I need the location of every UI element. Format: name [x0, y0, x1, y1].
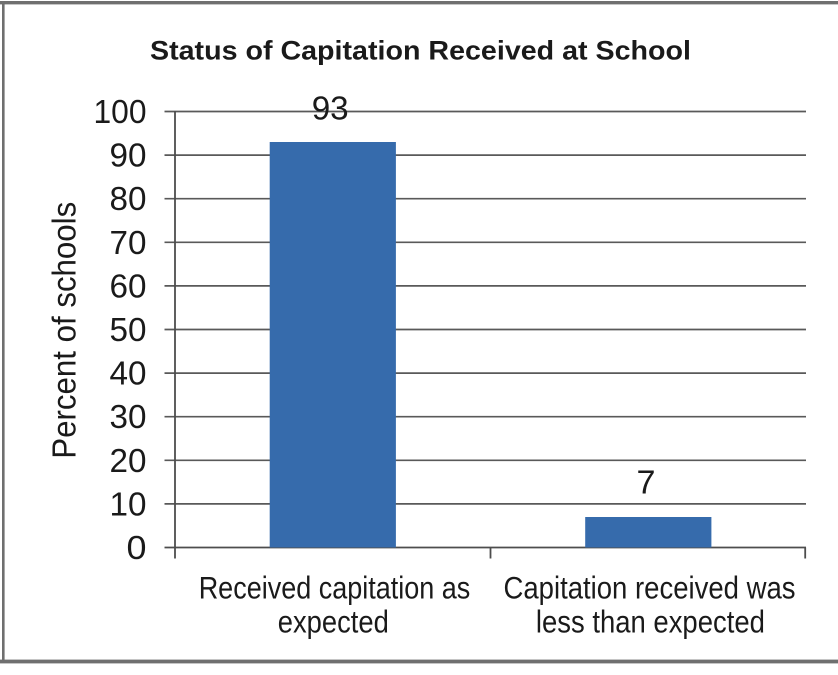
- svg-text:70: 70: [110, 225, 147, 262]
- svg-text:Received capitation as: Received capitation as: [199, 569, 471, 605]
- svg-text:Capitation received was: Capitation received was: [504, 569, 796, 605]
- svg-text:90: 90: [110, 138, 147, 175]
- svg-text:0: 0: [127, 530, 147, 567]
- svg-text:50: 50: [110, 312, 147, 349]
- svg-text:7: 7: [637, 465, 656, 502]
- svg-text:80: 80: [110, 181, 147, 218]
- svg-text:100: 100: [94, 94, 147, 131]
- svg-text:20: 20: [110, 443, 147, 480]
- svg-text:less than expected: less than expected: [536, 604, 765, 640]
- svg-text:Percent of schools: Percent of schools: [46, 202, 83, 459]
- svg-text:40: 40: [110, 356, 147, 393]
- svg-text:10: 10: [110, 486, 147, 523]
- svg-text:expected: expected: [278, 604, 389, 640]
- svg-text:Status of Capitation Received: Status of Capitation Received at School: [150, 36, 691, 66]
- svg-text:60: 60: [110, 268, 147, 305]
- svg-text:93: 93: [312, 91, 349, 128]
- svg-text:30: 30: [110, 399, 147, 436]
